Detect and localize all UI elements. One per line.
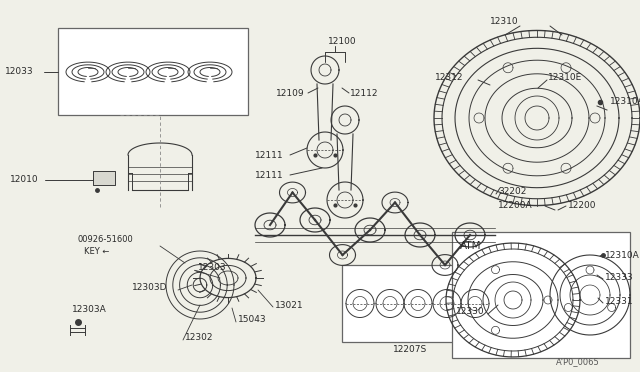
Text: 12033: 12033	[5, 67, 34, 77]
Text: 12331: 12331	[605, 298, 634, 307]
Text: 13021: 13021	[275, 301, 303, 310]
Text: 12111: 12111	[255, 170, 284, 180]
Text: 12303: 12303	[198, 263, 227, 273]
Text: 12111: 12111	[255, 151, 284, 160]
Text: 12312: 12312	[435, 74, 463, 83]
Text: 12303D: 12303D	[132, 283, 168, 292]
Text: A'P0_0065: A'P0_0065	[556, 357, 600, 366]
Text: 12303A: 12303A	[72, 305, 107, 314]
Text: ATM: ATM	[460, 241, 481, 251]
Text: KEY ←: KEY ←	[84, 247, 109, 257]
Text: 12200: 12200	[568, 201, 596, 209]
Text: 32202: 32202	[498, 187, 526, 196]
Bar	[452, 232, 630, 358]
Text: 12112: 12112	[350, 89, 378, 97]
Text: 12310E: 12310E	[548, 74, 582, 83]
Bar	[93, 171, 115, 185]
Text: 12207S: 12207S	[393, 346, 427, 355]
Text: 12330: 12330	[456, 308, 484, 317]
Text: 12310A: 12310A	[605, 251, 640, 260]
Text: 12010: 12010	[10, 176, 38, 185]
Text: 12310: 12310	[490, 17, 518, 26]
Bar	[58, 28, 248, 115]
Text: 12200A: 12200A	[498, 201, 532, 209]
Text: 12100: 12100	[328, 38, 356, 46]
Text: 12302: 12302	[185, 334, 214, 343]
Text: 15043: 15043	[238, 315, 267, 324]
Bar	[342, 265, 490, 342]
Text: 12109: 12109	[276, 89, 305, 97]
Text: 12310A: 12310A	[610, 97, 640, 106]
Text: 00926-51600: 00926-51600	[78, 235, 134, 244]
Text: 12333: 12333	[605, 273, 634, 282]
